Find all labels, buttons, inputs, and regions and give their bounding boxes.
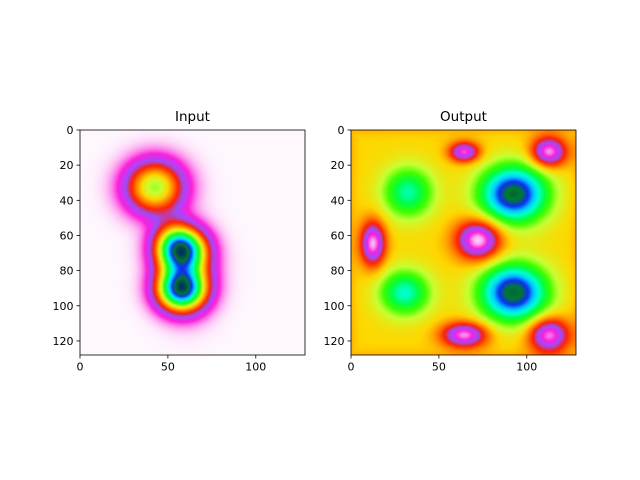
output-heatmap-holder	[351, 130, 576, 355]
input-x-tick-label: 0	[77, 361, 84, 374]
input-x-axis: 0 50 100	[77, 355, 266, 374]
input-y-tick-label: 0	[67, 124, 74, 137]
input-heatmap-image	[80, 130, 305, 355]
input-panel: Input 0 50 100 0 20 40 60 80 100 120	[53, 109, 306, 374]
input-heatmap-holder	[80, 130, 305, 355]
output-y-tick-label: 20	[331, 159, 345, 172]
input-y-tick-label: 80	[60, 265, 74, 278]
input-y-tick-label: 120	[53, 335, 74, 348]
output-y-tick-label: 0	[338, 124, 345, 137]
output-y-tick-label: 40	[331, 194, 345, 207]
input-y-tick-label: 60	[60, 229, 74, 242]
output-x-tick-label: 50	[432, 361, 446, 374]
input-title: Input	[175, 109, 210, 125]
input-y-tick-label: 100	[53, 300, 74, 313]
output-panel: Output 0 50 100 0 20 40 60 80 100 120	[324, 109, 577, 374]
output-x-tick-label: 0	[348, 361, 355, 374]
output-x-tick-label: 100	[516, 361, 537, 374]
output-y-axis: 0 20 40 60 80 100 120	[324, 124, 351, 348]
input-y-tick-label: 40	[60, 194, 74, 207]
output-x-axis: 0 50 100	[348, 355, 537, 374]
output-heatmap-image	[351, 130, 576, 355]
input-y-axis: 0 20 40 60 80 100 120	[53, 124, 80, 348]
input-y-tick-label: 20	[60, 159, 74, 172]
output-frame	[350, 129, 577, 356]
output-y-tick-label: 80	[331, 265, 345, 278]
input-x-tick-label: 100	[245, 361, 266, 374]
output-y-tick-label: 120	[324, 335, 345, 348]
output-y-tick-label: 100	[324, 300, 345, 313]
input-frame	[79, 129, 306, 356]
input-x-tick-label: 50	[161, 361, 175, 374]
output-title: Output	[440, 109, 487, 125]
output-y-tick-label: 60	[331, 229, 345, 242]
